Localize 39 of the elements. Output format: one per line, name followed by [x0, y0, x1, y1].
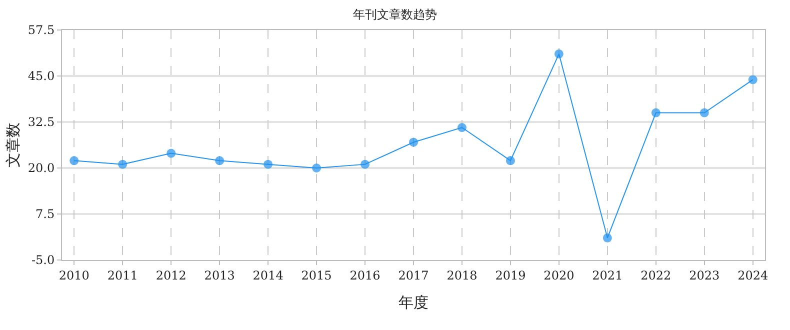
- point: [409, 138, 418, 147]
- x-tick-label: 2015: [301, 268, 332, 282]
- point: [215, 156, 224, 166]
- point: [457, 123, 466, 132]
- point: [312, 164, 322, 172]
- y-tick-label: 20.0: [28, 161, 55, 176]
- x-tick-label: 2013: [204, 268, 235, 282]
- y-tick-label: -5.0: [31, 253, 55, 268]
- point: [166, 148, 176, 158]
- y-tick-label: 57.5: [28, 23, 55, 38]
- point: [264, 160, 273, 169]
- point: [651, 108, 660, 118]
- x-tick-label: 2022: [640, 268, 672, 282]
- x-tick-label: 2012: [156, 268, 186, 282]
- point: [70, 156, 79, 166]
- x-tick-label: 2014: [252, 268, 284, 282]
- y-tick-label: 45.0: [28, 69, 55, 84]
- point: [700, 108, 709, 118]
- y-tick-label: 32.5: [28, 115, 55, 130]
- x-tick-label: 2011: [107, 268, 138, 282]
- point: [118, 160, 128, 169]
- y-axis-title: 文章数: [4, 122, 22, 168]
- y-tick-label: 7.5: [36, 207, 55, 222]
- x-axis-title: 年度: [398, 293, 428, 312]
- point: [360, 160, 370, 169]
- point: [554, 49, 564, 58]
- x-tick-label: 2023: [689, 268, 720, 282]
- point: [506, 156, 515, 166]
- x-tick-label: 2010: [58, 268, 90, 282]
- x-tick-label: 2020: [544, 268, 574, 282]
- x-tick-label: 2017: [398, 268, 429, 282]
- point: [748, 75, 758, 84]
- point: [602, 233, 612, 242]
- x-tick-label: 2024: [738, 268, 769, 282]
- x-tick-label: 2019: [495, 268, 526, 282]
- x-tick-label: 2016: [350, 268, 380, 282]
- x-tick-label: 2018: [446, 268, 478, 282]
- x-tick-label: 2021: [592, 268, 623, 282]
- chart-title: 年刊文章数趋势: [353, 7, 437, 22]
